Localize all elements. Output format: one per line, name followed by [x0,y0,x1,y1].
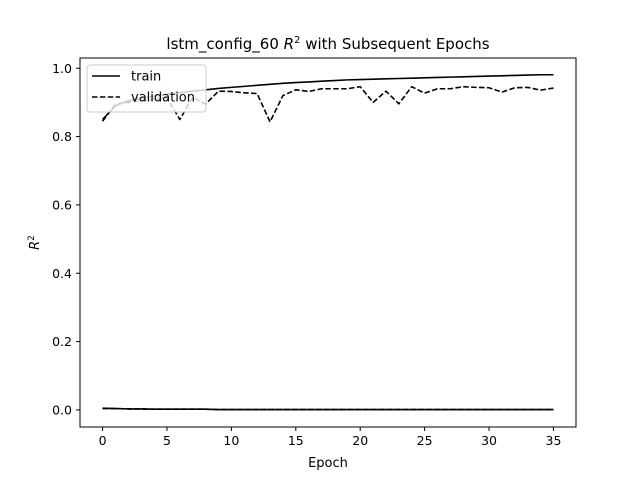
x-tick-label: 30 [481,433,497,448]
y-tick-label: 0.4 [52,266,72,281]
y-tick-label: 0.6 [52,197,72,212]
y-axis-label: R2 [27,235,43,250]
x-axis-ticks: 0 5 10 15 20 25 30 35 [99,427,562,448]
y-axis-ticks: 0.0 0.2 0.4 0.6 0.8 1.0 [52,61,80,417]
y-tick-label: 1.0 [52,61,72,76]
x-tick-label: 35 [546,433,562,448]
series-line-validation [101,85,554,123]
y-tick-label: 0.2 [52,334,72,349]
x-axis-label: Epoch [308,456,348,471]
x-tick-label: 5 [163,433,171,448]
series-line-lower-3 [102,407,554,411]
x-tick-label: 20 [352,433,368,448]
x-tick-label: 25 [417,433,433,448]
legend-label-validation: validation [131,91,195,106]
series-layer [101,73,554,411]
legend: train validation [86,64,207,113]
x-tick-label: 0 [99,433,107,448]
plot-frame [79,57,577,428]
y-tick-label: 0.8 [52,129,72,144]
chart-title: lstm_config_60 R2 with Subsequent Epochs [166,35,489,54]
y-tick-label: 0.0 [52,402,72,417]
x-tick-label: 15 [288,433,304,448]
legend-label-train: train [131,70,161,85]
x-tick-label: 10 [223,433,239,448]
